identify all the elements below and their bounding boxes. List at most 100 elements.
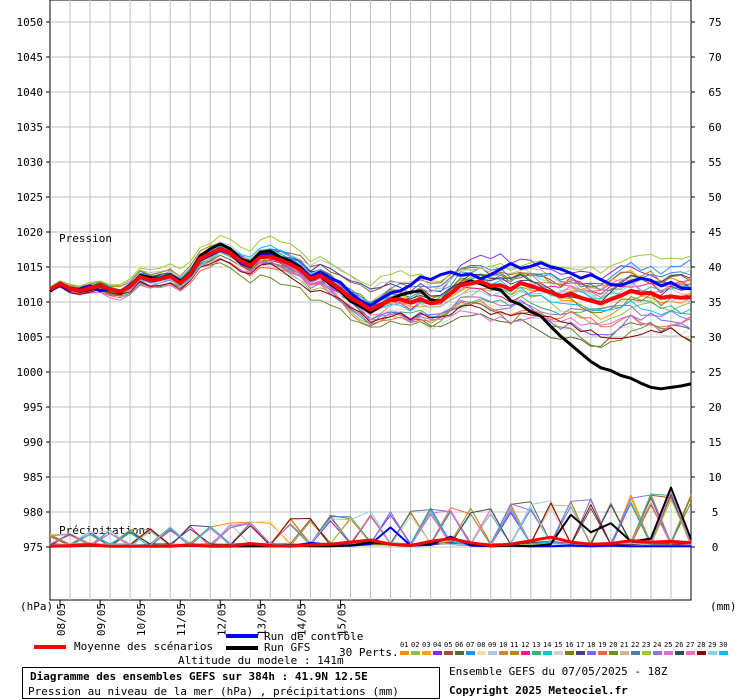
pressure-tick-label: 985 (23, 471, 43, 484)
pert-number-label: 22 (631, 641, 640, 649)
pressure-tick-label: 1010 (17, 296, 44, 309)
pert-color-swatch (422, 651, 431, 655)
precip-tick-label: 40 (708, 261, 721, 274)
pert-number-label: 08 (477, 641, 486, 649)
precip-tick-label: 0 (712, 541, 719, 554)
pert-number-label: 06 (455, 641, 464, 649)
precip-tick-label: 45 (708, 226, 721, 239)
pert-color-swatch (510, 651, 519, 655)
pert-number-label: 29 (708, 641, 717, 649)
pert-number-label: 18 (587, 641, 596, 649)
precip-tick-label: 70 (708, 51, 721, 64)
pert-color-swatch (411, 651, 420, 655)
pert-color-swatch (587, 651, 596, 655)
pressure-tick-label: 1025 (17, 191, 44, 204)
precip-tick-label: 35 (708, 296, 721, 309)
x-tick-label: 11/05 (175, 603, 188, 636)
pert-color-swatch (466, 651, 475, 655)
pert-color-swatch (598, 651, 607, 655)
chart-title: Diagramme des ensembles GEFS sur 384h : … (30, 670, 368, 683)
pert-number-label: 12 (521, 641, 530, 649)
precip-mean-line (49, 535, 692, 548)
pert-number-label: 24 (653, 641, 662, 649)
legend-control-swatch (226, 634, 258, 638)
pert-color-swatch (653, 651, 662, 655)
pert-color-swatch (675, 651, 684, 655)
pert-color-swatch (620, 651, 629, 655)
pressure-mean-line (49, 246, 692, 312)
pressure-tick-label: 1015 (17, 261, 44, 274)
pressure-tick-label: 975 (23, 541, 43, 554)
pert-color-swatch (499, 651, 508, 655)
pert-number-label: 21 (620, 641, 629, 649)
legend-control-label: Run de contrôle (264, 630, 364, 643)
pressure-tick-label: 1000 (17, 366, 44, 379)
precip-tick-label: 10 (708, 471, 721, 484)
pert-color-swatch (576, 651, 585, 655)
pert-color-swatch (532, 651, 541, 655)
pert-number-label: 01 (400, 641, 409, 649)
x-tick-label: 13/05 (255, 603, 268, 636)
pert-number-label: 09 (488, 641, 497, 649)
pert-number-label: 20 (609, 641, 618, 649)
pert-color-swatch (400, 651, 409, 655)
x-tick-label: 14/05 (295, 603, 308, 636)
precip-tick-label: 55 (708, 156, 721, 169)
x-tick-label: 12/05 (215, 603, 228, 636)
pert-number-label: 13 (532, 641, 541, 649)
precip-tick-label: 75 (708, 16, 721, 29)
precip-tick-label: 50 (708, 191, 721, 204)
pressure-tick-label: 1050 (17, 16, 44, 29)
pert-number-label: 15 (554, 641, 563, 649)
pert-number-label: 30 (719, 641, 728, 649)
pressure-perturbation-line (49, 259, 692, 328)
pert-color-swatch (719, 651, 728, 655)
pert-number-label: 11 (510, 641, 519, 649)
precip-tick-label: 20 (708, 401, 721, 414)
pressure-perturbation-line (49, 235, 692, 288)
pert-number-label: 25 (664, 641, 673, 649)
precip-tick-label: 15 (708, 436, 721, 449)
pressure-tick-label: 1040 (17, 86, 44, 99)
precip-tick-label: 25 (708, 366, 721, 379)
pert-color-swatch (521, 651, 530, 655)
x-tick-label: 10/05 (135, 603, 148, 636)
pressure-tick-label: 1030 (17, 156, 44, 169)
pert-number-label: 05 (444, 641, 453, 649)
pert-color-swatch (488, 651, 497, 655)
pressure-tick-label: 990 (23, 436, 43, 449)
pert-number-label: 17 (576, 641, 585, 649)
legend-mean-swatch (34, 645, 66, 649)
pressure-section-label: Pression (59, 232, 112, 245)
pert-color-swatch (697, 651, 706, 655)
ensemble-run-label: Ensemble GEFS du 07/05/2025 - 18Z (449, 665, 668, 678)
pressure-tick-label: 995 (23, 401, 43, 414)
legend-mean-label: Moyenne des scénarios (74, 640, 214, 653)
pert-color-swatch (664, 651, 673, 655)
pert-color-swatch (455, 651, 464, 655)
precip-tick-label: 60 (708, 121, 721, 134)
chart-subtitle: Pression au niveau de la mer (hPa) , pré… (28, 685, 399, 698)
precip-tick-label: 65 (708, 86, 721, 99)
pressure-perturbation-line (49, 258, 692, 343)
pert-number-label: 07 (466, 641, 475, 649)
x-tick-label: 09/05 (95, 603, 108, 636)
pert-color-swatch (433, 651, 442, 655)
pressure-tick-label: 1020 (17, 226, 44, 239)
pert-number-label: 04 (433, 641, 442, 649)
right-unit-label: (mm) (710, 600, 737, 613)
left-unit-label: (hPa) (20, 600, 53, 613)
pert-color-swatch (609, 651, 618, 655)
pert-color-swatch (543, 651, 552, 655)
pert-number-label: 10 (499, 641, 508, 649)
pert-number-label: 02 (411, 641, 420, 649)
pert-number-label: 28 (697, 641, 706, 649)
pressure-tick-label: 1035 (17, 121, 44, 134)
pert-number-label: 03 (422, 641, 431, 649)
pert-number-label: 16 (565, 641, 574, 649)
legend-gfs-label: Run GFS (264, 641, 311, 654)
pert-number-label: 26 (675, 641, 684, 649)
x-tick-label: 08/05 (55, 603, 68, 636)
pressure-tick-label: 980 (23, 506, 43, 519)
pert-number-label: 14 (543, 641, 552, 649)
